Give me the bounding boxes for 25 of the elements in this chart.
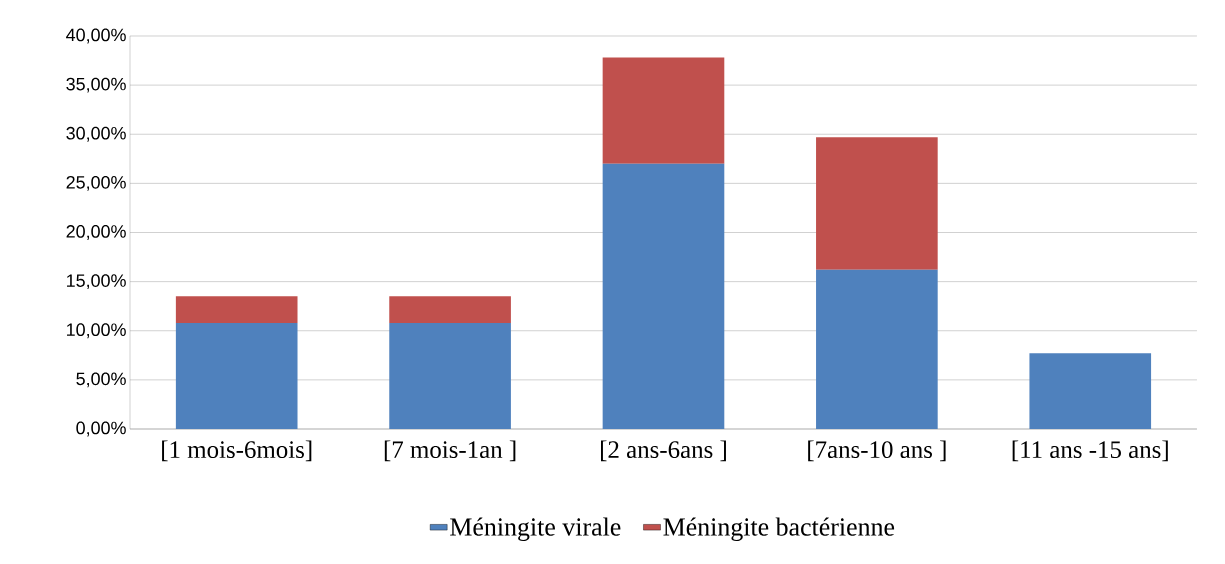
bar bbox=[602, 163, 725, 429]
legend-label: Méningite virale bbox=[450, 517, 621, 542]
y-tick-label: 20,00% bbox=[66, 225, 126, 240]
y-tick-label: 5,00% bbox=[76, 372, 126, 388]
bar bbox=[389, 296, 511, 323]
bar bbox=[816, 269, 938, 429]
y-tick-label: 30,00% bbox=[66, 126, 126, 142]
y-tick-label: 40,00% bbox=[66, 28, 126, 44]
bar bbox=[389, 322, 511, 429]
legend-label: Méningite bactérienne bbox=[663, 517, 895, 542]
y-tick-label: 35,00% bbox=[66, 77, 126, 93]
y-tick-label: 10,00% bbox=[67, 323, 126, 339]
x-tick-label: [2 ans-6ans ] bbox=[601, 440, 726, 462]
bar bbox=[602, 57, 725, 164]
x-tick-label: [1 mois-6mois] bbox=[162, 440, 312, 462]
bar bbox=[175, 322, 298, 429]
x-tick-label: [7ans-10 ans ] bbox=[808, 440, 946, 462]
x-tick-label: [7 mois-1an ] bbox=[384, 440, 516, 462]
bar bbox=[1029, 353, 1152, 429]
bar bbox=[175, 296, 298, 323]
y-tick-label: 25,00% bbox=[66, 175, 126, 191]
y-tick-label: 15,00% bbox=[67, 274, 126, 290]
y-tick-label: 0,00% bbox=[76, 421, 126, 437]
x-tick-label: [11 ans -15 ans] bbox=[1012, 440, 1168, 462]
bar bbox=[816, 137, 938, 270]
